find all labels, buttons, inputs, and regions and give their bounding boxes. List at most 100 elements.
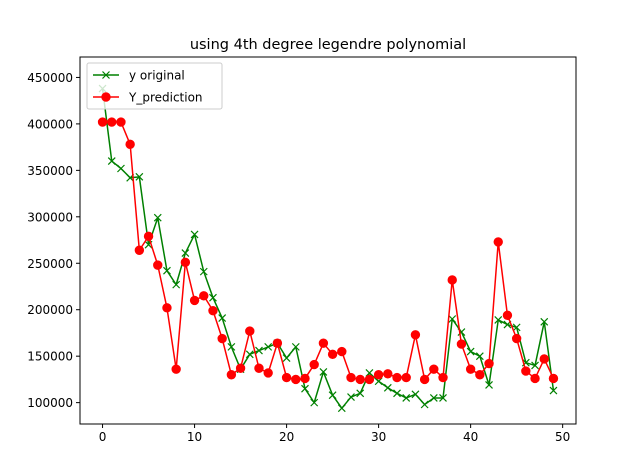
data-point [189,295,200,306]
legend-label: Y_prediction [128,91,203,105]
data-point [291,342,300,351]
data-point [439,394,447,402]
y-tick-label: 250000 [27,257,73,271]
y-tick-label: 450000 [27,71,73,85]
y-tick-label: 100000 [27,396,73,410]
data-point [263,368,273,378]
y-axis: 100000 150000 200000 250000 300000 350000 4000… [27,71,80,410]
data-point [125,139,135,150]
data-point [172,280,181,289]
data-point [485,381,493,389]
data-point [549,386,558,395]
data-point [153,213,162,222]
data-point [356,389,365,398]
x-tick-label: 20 [279,430,294,444]
data-point [530,373,540,384]
data-point [448,315,457,323]
data-point [475,370,485,380]
data-point [373,370,384,380]
data-point [347,393,355,401]
data-point [337,346,347,357]
data-point [402,394,411,402]
data-point [199,291,209,301]
legend-marker [101,92,111,102]
data-point [254,363,264,373]
data-point [502,310,513,320]
data-point [328,391,337,400]
data-point [181,249,190,257]
data-point [392,372,402,383]
data-point [235,363,246,373]
data-point [309,359,319,370]
data-point [374,377,383,386]
data-point [135,172,144,181]
data-point [282,354,291,362]
data-point [134,245,145,255]
data-point [218,314,227,323]
data-point [521,366,531,376]
data-point [217,333,227,344]
data-point [365,368,374,377]
data-point [209,293,217,302]
data-point [163,266,171,275]
data-point [272,338,283,348]
data-point [318,338,329,348]
data-point [171,364,181,374]
data-point [420,400,429,409]
x-tick-label: 50 [555,430,570,444]
data-point [364,374,375,385]
data-point [281,372,292,383]
data-point [456,339,467,349]
y-tick-label: 400000 [27,117,73,131]
data-point [540,317,549,326]
data-point [190,230,199,239]
data-point [199,267,208,276]
x-tick-label: 0 [99,430,107,444]
data-point [143,231,154,242]
legend-entry: y original [93,69,185,83]
y-tick-label: 200000 [27,303,73,317]
data-point [117,164,125,173]
data-point [107,117,117,127]
y-tick-label: 300000 [27,210,73,224]
data-point [245,326,255,336]
legend-box [86,62,223,110]
data-point [346,372,356,383]
x-tick-label: 30 [371,430,386,444]
data-point [429,364,439,374]
data-point [419,374,430,385]
data-point [153,260,163,270]
data-point [97,117,108,127]
x-tick-label: 10 [187,430,202,444]
data-point [337,404,346,413]
x-tick-label: 40 [463,430,478,444]
data-point [300,373,310,384]
data-point [383,369,393,379]
data-point [180,257,191,268]
data-point [107,157,116,165]
series-y-prediction [97,117,559,385]
data-point [429,394,438,402]
data-point [438,372,448,383]
legend-marker [102,71,110,79]
data-point [301,384,309,393]
data-point [512,323,521,332]
y-tick-label: 150000 [27,350,73,364]
data-point [327,349,338,360]
x-axis: 0 10 20 30 40 50 [99,424,570,444]
data-point [264,342,273,351]
y-tick-label: 350000 [27,164,73,178]
data-point [393,389,401,398]
data-point [255,346,263,355]
series-y-original [98,84,558,413]
data-point [411,390,420,399]
data-point [548,373,559,384]
data-point [226,370,237,380]
plot-frame [79,56,577,425]
plot-area [97,84,559,413]
data-point [493,237,503,247]
data-point [162,303,172,313]
data-point [116,117,126,127]
data-point [465,364,476,374]
